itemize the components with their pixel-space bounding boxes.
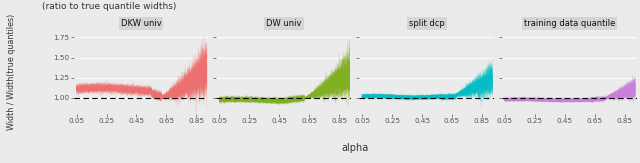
Title: DKW univ: DKW univ xyxy=(120,19,161,28)
Title: DW univ: DW univ xyxy=(266,19,301,28)
Text: (ratio to true quantile widths): (ratio to true quantile widths) xyxy=(42,2,176,11)
Title: training data quantile: training data quantile xyxy=(524,19,615,28)
Text: alpha: alpha xyxy=(342,143,369,153)
Text: Width / Width(true quantiles): Width / Width(true quantiles) xyxy=(7,14,16,130)
Title: split dcp: split dcp xyxy=(409,19,445,28)
